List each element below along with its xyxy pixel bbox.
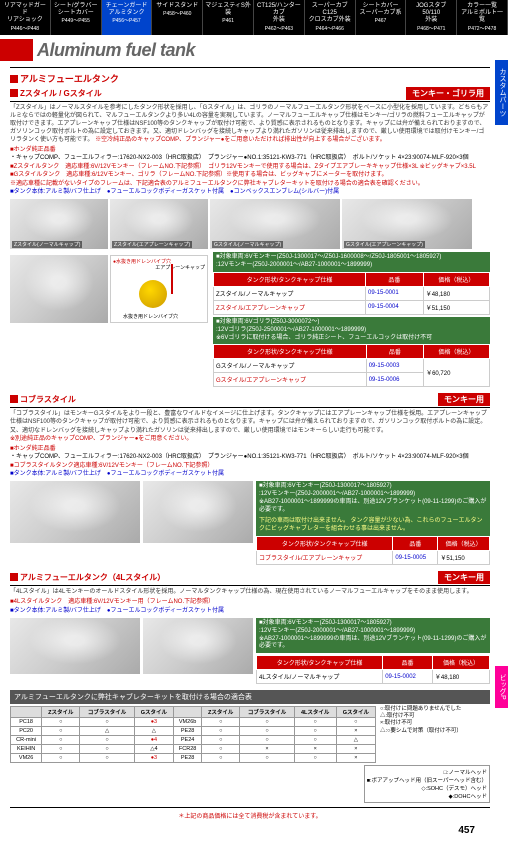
tank-photo-g-air: Gスタイル(エアプレーンキャップ) [342,199,472,249]
s2-bullets: ■ホンダ純正品番・キャップCOMP、フューエルフィラー:17620-NX2-00… [10,445,490,479]
tank-diagram: ●水抜き用ドレンバイブ穴 エアプレーンキャップ 水抜き用ドレンバイブ穴 [110,255,208,323]
side-tab-1: カスタムパーツ [495,60,508,125]
compat-notes: ○:取付けに問題ありませんでした△:取付け不可×:取付け不可△:○要シムで対策（… [380,704,490,763]
s3-badge: モンキー用 [438,571,490,584]
s2-badge: モンキー用 [438,393,490,406]
compat-table: ZスタイルコブラスタイルGスタイルZスタイルコブラスタイル4LスタイルGスタイル… [10,706,376,763]
footer: ＊上記の商品価格には全て消費税が含まれています。 [10,807,490,823]
s2-table: タンク形状/タンクキャップ仕様品番価格（税込）コブラスタイル/エアプレーンキャッ… [256,536,490,565]
compat-title: アルミフューエルタンクに弊社キャブレターキットを取付ける場合の適合表 [10,690,490,704]
s1-table2: タンク形状/タンクキャップ仕様品番価格（税込）Gスタイル/ノーマルキャップ09-… [213,344,490,387]
cobra-photo-2 [143,481,253,543]
4l-photo-2 [143,618,253,674]
s2-spec-warn: 下記の車両は取付け出来ません。 タンク容量が少ない為、これらのフューエルタンクに… [256,516,490,536]
nav-tab[interactable]: スーパーカブC125クロスカブ外装P464～P466 [305,0,356,35]
s3-sub: アルミフューエルタンク（4Lスタイル） [20,573,165,582]
nav-tabs: リアマッドガードリアショックP446～P448シート/グラバーシートカバーP44… [0,0,508,35]
tank-photo-g-normal: Gスタイル(ノーマルキャップ) [210,199,340,249]
s1-sub: Zスタイル / Gスタイル [20,89,102,98]
s2-spec: ■対象車両:6Vモンキー(Z50J-1300017～1805927) :12Vモ… [256,481,490,516]
nav-tab[interactable]: サイドスタンドP458～P460 [152,0,203,35]
4l-photo-1 [10,618,140,674]
side-tab-2: ビッグP [495,666,508,708]
nav-tab[interactable]: シート/グラバーシートカバーP449～P455 [51,0,102,35]
s2-desc: 「コブラスタイル」はモンキーGスタイルをより一段と、豊富なワイルドなイメージに仕… [10,410,490,442]
s1-spec2: ■対象車両:6Vゴリラ(Z50J-3000072～) :12Vゴリラ(Z50J-… [213,317,490,344]
s1-img-row: Zスタイル(ノーマルキャップ) Zスタイル(エアプレーンキャップ) Gスタイル(… [10,199,490,249]
s2-sub: コブラスタイル [20,395,76,404]
nav-tab[interactable]: シートカバースーパーカブ系P467 [356,0,407,35]
section-z-g-style: アルミフューエルタンク Zスタイル / Gスタイル モンキー・ゴリラ用 「Zスタ… [10,72,490,388]
tank-photo-z-normal: Zスタイル(ノーマルキャップ) [10,199,108,249]
nav-tab[interactable]: CT125/ハンターカブ外装P462～P463 [254,0,305,35]
title-accent [0,39,33,61]
page-num: 457 [10,825,490,836]
nav-tab[interactable]: チェーンガードアルミタンクP456～P457 [102,0,153,35]
s3-spec: ■対象車両:6Vモンキー(Z50J-1300017～1805927) :12Vモ… [256,618,490,653]
nav-tab[interactable]: マジェスティS外装P461 [203,0,254,35]
nav-tab[interactable]: リアマッドガードリアショックP446～P448 [0,0,51,35]
tank-photo-z-air: Zスタイル(エアプレーンキャップ) [110,199,208,249]
sec1-title: アルミフューエルタンク [20,74,119,84]
nav-tab[interactable]: カラー一覧アルミボルト一覧P472～P478 [457,0,508,35]
compat-section: アルミフューエルタンクに弊社キャブレターキットを取付ける場合の適合表 Zスタイル… [10,690,490,803]
s1-badge: モンキー・ゴリラ用 [406,87,490,100]
s1-desc: 「Zスタイル」はノーマルスタイルを参考にしたタンク形状を採用し、「Gスタイル」は… [10,104,490,144]
title-bar: Aluminum fuel tank [0,39,508,61]
cobra-photo-1 [10,481,140,543]
compat-legend: □:ノーマルヘッド■:ボアアップヘッド用（旧スーパーヘッド含む）◇:SOHC（デ… [364,765,490,803]
section-cobra: コブラスタイル モンキー用 「コブラスタイル」はモンキーGスタイルをより一段と、… [10,393,490,565]
nav-tab[interactable]: JOGスタブ50/110外装P468～P471 [406,0,457,35]
s3-desc: 「4Lスタイル」は4Lモンキーのオールドスタイル形状を採用。ノーマルタンクキャッ… [10,588,490,596]
s1-spec1: ■対象車両:6Vモンキー(Z50J-1300017～/Z50J-1600008～… [213,252,490,272]
footer-note: ＊上記の商品価格には全て消費税が含まれています。 [10,811,490,820]
tank-bottom-photo [10,255,108,323]
s3-bullets: ■4Lスタイルタンク 適応車種:6V/12Vモンキー用（フレームNO.下記参照）… [10,598,490,615]
s1-bullets: ■ホンダ純正品番・キャップCOMP、フューエルフィラー:17620-NX2-00… [10,146,490,196]
s1-table1: タンク形状/タンクキャップ仕様品番価格（税込）Zスタイル/ノーマルキャップ09-… [213,272,490,315]
main-title: Aluminum fuel tank [37,40,195,61]
side-tabs: カスタムパーツ ビッグP [495,60,508,169]
section-4l: アルミフューエルタンク（4Lスタイル） モンキー用 「4Lスタイル」は4Lモンキ… [10,571,490,684]
s3-table: タンク形状/タンクキャップ仕様品番価格（税込）4Lスタイル/ノーマルキャップ09… [256,655,490,684]
